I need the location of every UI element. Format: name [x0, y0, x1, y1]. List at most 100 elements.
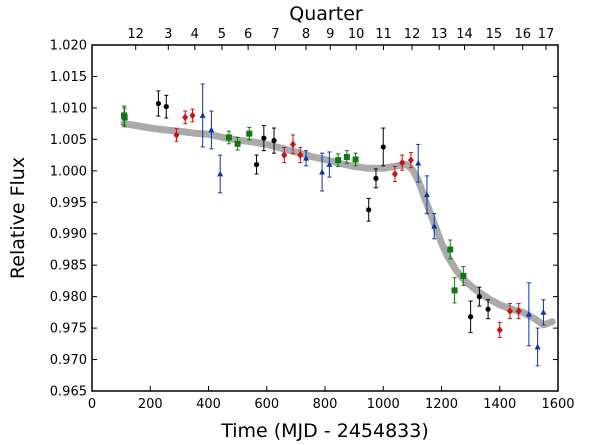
point-marker-circle — [155, 100, 162, 107]
point-marker-triangle — [326, 161, 333, 167]
data-point — [506, 303, 513, 320]
data-point — [281, 147, 288, 164]
point-marker-triangle — [208, 126, 215, 133]
data-point — [217, 154, 224, 194]
y-tick-label: 1.005 — [50, 133, 87, 148]
data-points-layer — [121, 83, 547, 367]
point-marker-diamond — [189, 111, 196, 120]
data-point — [199, 83, 206, 148]
data-point — [366, 197, 372, 222]
data-point — [208, 110, 215, 150]
point-marker-square — [234, 140, 241, 147]
point-marker-diamond — [289, 140, 296, 149]
quarter-label: 13 — [431, 27, 448, 42]
point-marker-triangle — [303, 155, 310, 161]
data-point — [271, 127, 277, 154]
top-axis-quarters: 12 3 4 5 6 7 8 9 10 11 12 13 14 15 16 17 — [127, 27, 554, 50]
data-point — [303, 150, 310, 167]
data-point — [423, 175, 430, 215]
point-marker-circle — [485, 306, 491, 312]
data-point — [163, 94, 169, 119]
data-point — [326, 151, 333, 178]
data-point — [460, 265, 467, 286]
x-tick-label: 400 — [196, 397, 221, 412]
quarter-label: 11 — [375, 27, 392, 42]
quarter-label: 6 — [244, 27, 252, 42]
data-point — [540, 299, 547, 326]
x-axis-title: Time (MJD - 2454833) — [220, 420, 429, 442]
point-marker-square — [460, 272, 467, 279]
y-tick-label: 1.000 — [50, 164, 87, 179]
point-marker-triangle — [431, 222, 438, 229]
point-marker-circle — [373, 175, 379, 181]
y-axis: 0.965 0.970 0.975 0.980 0.985 0.990 0.995 1.000… — [50, 39, 558, 400]
point-marker-triangle — [525, 311, 532, 317]
point-marker-diamond — [391, 170, 398, 178]
data-point — [496, 321, 503, 339]
quarter-label: 17 — [538, 27, 555, 42]
point-marker-diamond — [407, 156, 414, 164]
y-tick-label: 0.985 — [50, 259, 87, 274]
top-axis-title: Quarter — [289, 3, 363, 25]
point-marker-triangle — [319, 168, 326, 175]
data-point — [515, 303, 522, 320]
point-marker-circle — [261, 135, 267, 141]
quarter-label: 10 — [348, 27, 365, 42]
data-point — [246, 126, 253, 141]
point-marker-circle — [163, 104, 169, 110]
data-point — [407, 152, 414, 169]
data-point — [343, 150, 350, 164]
point-marker-circle — [468, 314, 474, 320]
data-point — [468, 300, 474, 333]
y-tick-label: 1.010 — [50, 101, 87, 116]
point-marker-square — [246, 130, 253, 137]
point-marker-circle — [253, 161, 260, 168]
y-tick-label: 0.990 — [50, 227, 87, 242]
data-point — [415, 143, 422, 183]
point-marker-square — [335, 157, 342, 164]
data-point — [121, 107, 128, 128]
x-tick-label: 600 — [254, 397, 279, 412]
quarter-label: 3 — [164, 27, 172, 42]
data-point — [485, 299, 491, 320]
data-point — [173, 128, 180, 142]
data-point — [155, 90, 162, 117]
quarter-label: 7 — [271, 27, 279, 42]
data-point — [253, 154, 260, 175]
quarter-label: 5 — [218, 27, 226, 42]
y-axis-title: Relative Flux — [7, 157, 29, 279]
data-point — [182, 110, 189, 125]
point-marker-square — [121, 114, 128, 121]
data-point — [380, 127, 386, 167]
data-point — [225, 130, 232, 145]
data-point — [297, 147, 304, 164]
y-tick-label: 0.980 — [50, 290, 87, 305]
point-marker-triangle — [540, 309, 547, 315]
data-point — [319, 152, 326, 192]
point-marker-triangle — [534, 343, 541, 350]
x-tick-label: 0 — [88, 397, 96, 412]
point-marker-diamond — [496, 326, 503, 334]
quarter-label: 9 — [326, 27, 334, 42]
x-tick-label: 1400 — [483, 397, 516, 412]
x-tick-label: 200 — [138, 397, 163, 412]
data-point — [373, 168, 379, 189]
point-marker-diamond — [399, 158, 406, 167]
point-marker-triangle — [415, 160, 422, 166]
point-marker-square — [451, 287, 458, 294]
y-tick-label: 0.975 — [50, 322, 87, 337]
point-marker-circle — [476, 294, 482, 300]
point-marker-diamond — [281, 151, 288, 159]
data-point — [476, 286, 482, 307]
data-point — [399, 154, 406, 171]
quarter-label: 16 — [514, 27, 531, 42]
point-marker-circle — [271, 138, 277, 144]
point-marker-diamond — [297, 151, 304, 159]
point-marker-triangle — [199, 112, 206, 118]
data-point — [447, 239, 454, 260]
point-marker-triangle — [423, 191, 430, 198]
point-marker-diamond — [182, 113, 189, 122]
data-point — [451, 277, 458, 304]
data-point — [234, 136, 241, 151]
x-tick-label: 1600 — [541, 397, 574, 412]
